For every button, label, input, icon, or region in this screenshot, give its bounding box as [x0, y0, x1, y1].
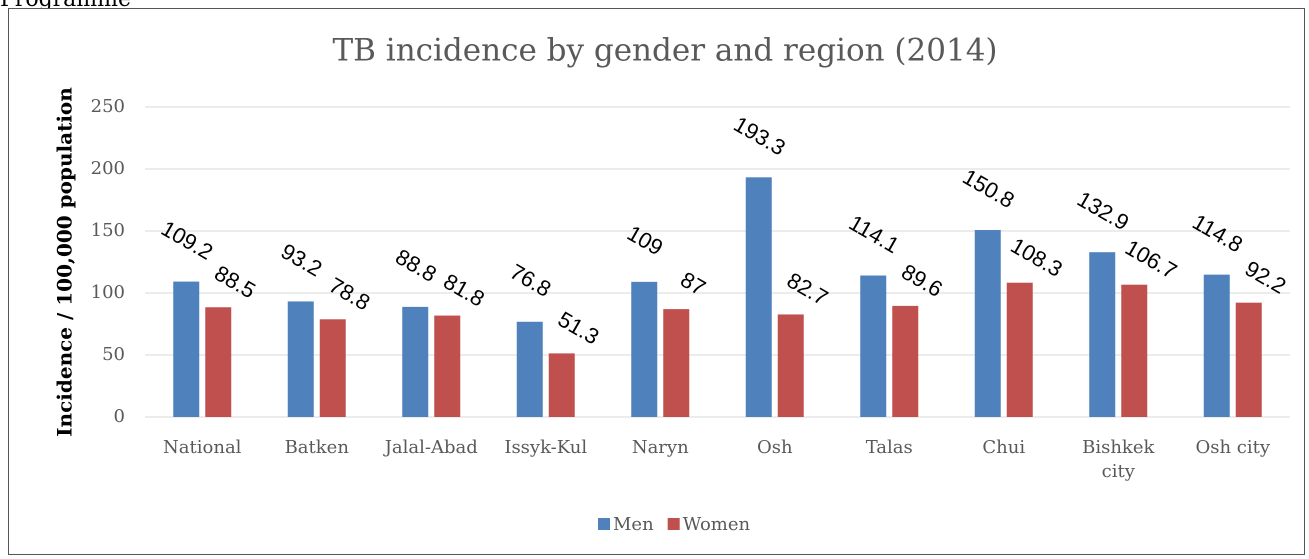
- x-tick-label: Bishkek city: [1082, 437, 1155, 482]
- chart-title: TB incidence by gender and region (2014): [332, 33, 997, 69]
- bar: [1089, 252, 1116, 417]
- x-tick-label: National: [163, 437, 242, 458]
- y-tick-label: 250: [91, 96, 125, 117]
- bar: [516, 321, 543, 417]
- y-tick-label: 100: [91, 282, 125, 303]
- bar: [1006, 282, 1033, 417]
- x-tick-label: Naryn: [632, 437, 689, 458]
- bar: [1203, 274, 1230, 417]
- y-tick-label: 50: [102, 344, 125, 365]
- bar: [892, 305, 919, 417]
- bar: [1235, 302, 1262, 417]
- bar: [319, 319, 346, 417]
- bar: [402, 306, 429, 417]
- y-axis-label: Incidence / 100,000 population: [53, 87, 77, 437]
- x-tick-label: Osh: [757, 437, 793, 458]
- y-tick-label: 200: [91, 158, 125, 179]
- bar: [205, 307, 232, 417]
- y-tick-label: 0: [114, 406, 125, 427]
- bar: [548, 353, 575, 417]
- x-tick-label: Chui: [982, 437, 1025, 458]
- bar: [663, 309, 690, 417]
- x-tick-label: Osh city: [1195, 437, 1270, 458]
- chart-frame: [8, 8, 1305, 555]
- legend-label: Men: [613, 514, 654, 535]
- y-tick-label: 150: [91, 220, 125, 241]
- bar: [1121, 284, 1148, 417]
- bar: [860, 275, 887, 417]
- x-tick-label: Jalal-Abad: [383, 437, 478, 458]
- legend-label: Women: [683, 514, 751, 535]
- bar: [777, 314, 804, 417]
- bar: [974, 230, 1001, 417]
- bar: [434, 315, 461, 417]
- bar: [631, 281, 658, 417]
- bar: [287, 301, 314, 417]
- bar: [173, 281, 200, 417]
- legend-swatch: [598, 518, 610, 530]
- x-tick-label: Talas: [866, 437, 913, 458]
- legend-swatch: [667, 518, 680, 530]
- x-tick-label: Issyk-Kul: [504, 437, 587, 458]
- x-tick-label: Batken: [285, 437, 350, 458]
- bar: [745, 177, 772, 417]
